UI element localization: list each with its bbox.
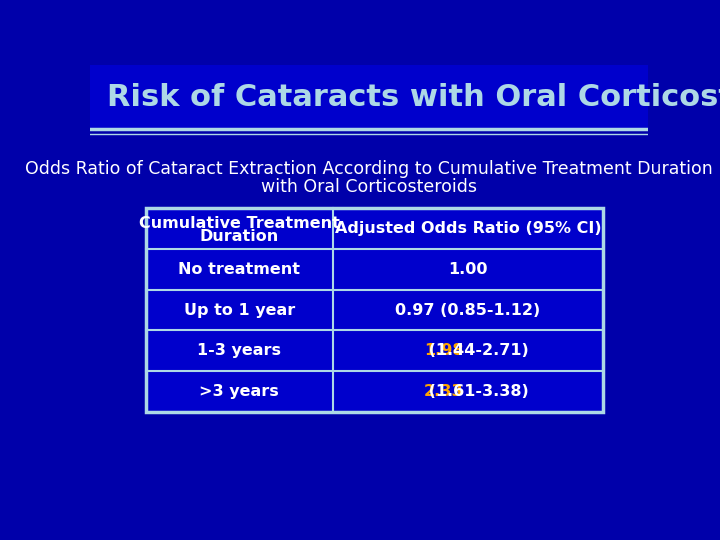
Text: Risk of Cataracts with Oral Corticosteroids: Risk of Cataracts with Oral Corticostero…	[107, 83, 720, 112]
Text: 1.98: 1.98	[424, 343, 464, 359]
Text: Up to 1 year: Up to 1 year	[184, 302, 295, 318]
Text: Adjusted Odds Ratio (95% CI): Adjusted Odds Ratio (95% CI)	[335, 221, 601, 236]
Text: Duration: Duration	[199, 230, 279, 245]
Text: Odds Ratio of Cataract Extraction According to Cumulative Treatment Duration: Odds Ratio of Cataract Extraction Accord…	[25, 160, 713, 178]
Text: >3 years: >3 years	[199, 384, 279, 399]
FancyBboxPatch shape	[90, 65, 648, 129]
Text: 1.00: 1.00	[449, 262, 487, 277]
Text: No treatment: No treatment	[179, 262, 300, 277]
Text: (1.61-3.38): (1.61-3.38)	[423, 384, 529, 399]
Text: with Oral Corticosteroids: with Oral Corticosteroids	[261, 178, 477, 197]
Text: 1-3 years: 1-3 years	[197, 343, 282, 359]
FancyBboxPatch shape	[145, 208, 603, 412]
Text: 0.97 (0.85-1.12): 0.97 (0.85-1.12)	[395, 302, 541, 318]
Text: (1.44-2.71): (1.44-2.71)	[423, 343, 529, 359]
Text: Cumulative Treatment: Cumulative Treatment	[139, 215, 340, 231]
Text: 2.33: 2.33	[424, 384, 464, 399]
